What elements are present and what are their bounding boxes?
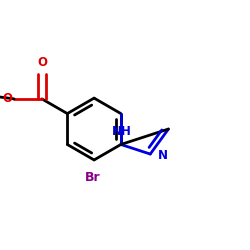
Text: N: N (158, 149, 168, 162)
Text: O: O (37, 56, 47, 69)
Text: Br: Br (85, 171, 100, 184)
Text: O: O (3, 92, 13, 104)
Text: NH: NH (112, 125, 132, 138)
